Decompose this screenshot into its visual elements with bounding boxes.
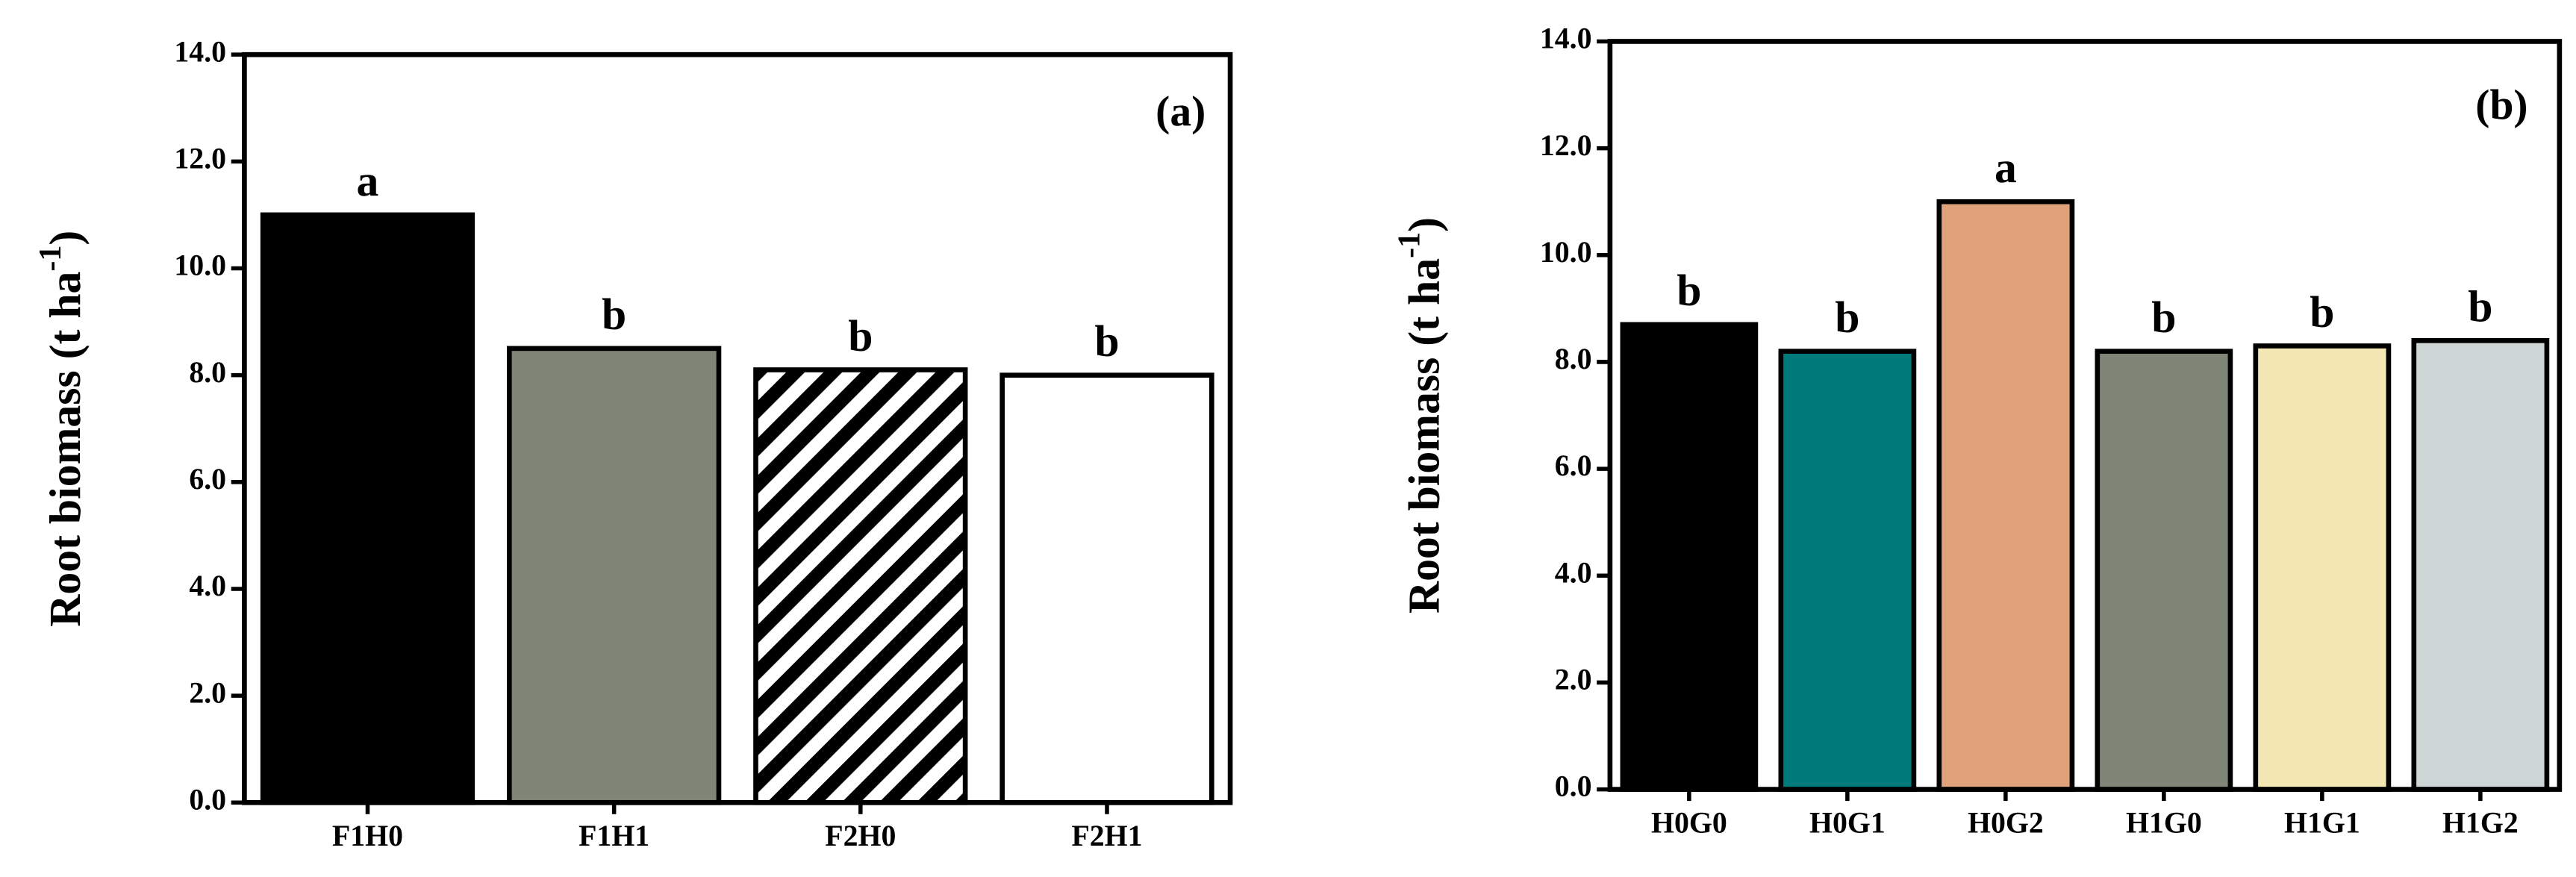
y-tick-label: 12.0 [1540,129,1592,162]
x-tick-label: H0G2 [1968,806,2044,839]
y-axis-label-part: ) [40,231,90,246]
bar [1778,349,1917,792]
significance-letter: b [602,290,626,339]
bar [2095,349,2233,792]
y-tick-label: 8.0 [1555,343,1592,375]
significance-letter: b [1677,266,1701,315]
y-tick-label: 14.0 [1540,22,1592,55]
bar [999,372,1214,805]
panel-label: (b) [2475,81,2527,128]
x-tick-label: F2H0 [825,820,896,852]
y-axis-label-part: ) [1399,217,1448,232]
y-tick-label: 4.0 [1555,556,1592,589]
plot-frame [1607,39,2563,792]
significance-letter: b [1835,293,1859,342]
y-tick-label: 8.0 [189,356,226,389]
y-tick-label: 10.0 [174,249,226,282]
y-tick-label: 6.0 [189,463,226,496]
significance-letter: b [2468,281,2492,331]
significance-letter: b [2310,287,2334,336]
y-axis-label: Root biomass (t ha-1) [33,231,89,627]
x-tick-label: H1G1 [2284,806,2360,839]
x-tick-label: F2H1 [1071,820,1142,852]
significance-letter: b [2151,293,2176,342]
y-axis-label-part: -1 [1392,232,1426,258]
significance-letter: b [1094,316,1119,366]
x-tick-label: H0G0 [1651,806,1727,839]
y-axis-label: Root biomass (t ha-1) [1392,217,1448,614]
significance-letter: a [1995,143,2017,192]
x-tick-label: H1G0 [2126,806,2202,839]
plot-frame [242,52,1233,805]
bar [1936,199,2075,792]
significance-letter: b [848,310,873,360]
bar [2411,337,2550,792]
bar [260,212,475,805]
bar [753,367,968,805]
y-tick-label: 2.0 [189,676,226,709]
bar [507,346,722,805]
significance-letter: a [357,156,379,205]
bar [1620,322,1759,792]
y-tick-label: 4.0 [189,569,226,602]
y-tick-label: 2.0 [1555,664,1592,696]
x-tick-label: H1G2 [2442,806,2519,839]
y-axis-label-part: -1 [33,246,67,272]
x-tick-label: F1H1 [578,820,649,852]
y-tick-label: 12.0 [174,142,226,175]
y-tick-label: 10.0 [1540,236,1592,269]
y-axis-label-part: Root biomass (t ha [1399,258,1448,614]
bar [2253,343,2392,792]
y-tick-label: 0.0 [1555,770,1592,803]
x-tick-label: F1H0 [332,820,403,852]
panel-label: (a) [1156,88,1206,135]
y-tick-label: 6.0 [1555,449,1592,482]
y-tick-label: 14.0 [174,35,226,68]
x-tick-label: H0G1 [1809,806,1886,839]
y-tick-label: 0.0 [189,783,226,816]
y-axis-label-part: Root biomass (t ha [40,272,90,627]
